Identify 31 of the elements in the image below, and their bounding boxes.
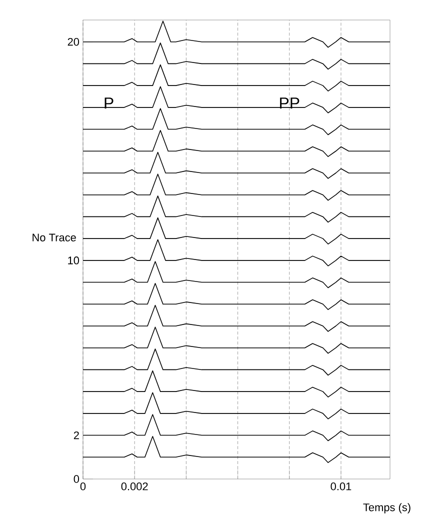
- annotation: P: [104, 98, 114, 109]
- x-tick-label: 0.002: [121, 482, 148, 490]
- y-axis-title: No Trace: [32, 234, 76, 242]
- line-series: [83, 436, 390, 464]
- y-tick-label: 2: [74, 431, 79, 440]
- annotation: PP: [280, 98, 300, 109]
- line-series: [83, 130, 390, 157]
- x-tick-label: 0.01: [330, 482, 352, 490]
- y-tick-label: 10: [68, 256, 80, 264]
- line-series: [83, 239, 390, 266]
- line-series: [83, 42, 390, 70]
- line-series: [83, 348, 390, 376]
- line-series: [83, 414, 390, 442]
- line-series: [83, 217, 390, 244]
- line-series: [83, 20, 390, 48]
- line-series: [83, 152, 390, 179]
- x-tick-label: 0: [80, 482, 86, 490]
- line-series: [83, 108, 390, 136]
- line-series: [83, 282, 390, 310]
- line-series: [83, 64, 390, 92]
- line-series: [83, 196, 390, 223]
- x-axis-title: Temps (s): [363, 503, 410, 514]
- line-series: [83, 174, 390, 201]
- line-series: [83, 86, 390, 114]
- line-series: [83, 261, 390, 288]
- line-series: [83, 304, 390, 332]
- line-series: [83, 326, 390, 354]
- y-tick-label: 20: [68, 38, 80, 46]
- y-tick-label: 0: [74, 475, 80, 483]
- line-series: [83, 370, 390, 398]
- line-series: [83, 392, 390, 420]
